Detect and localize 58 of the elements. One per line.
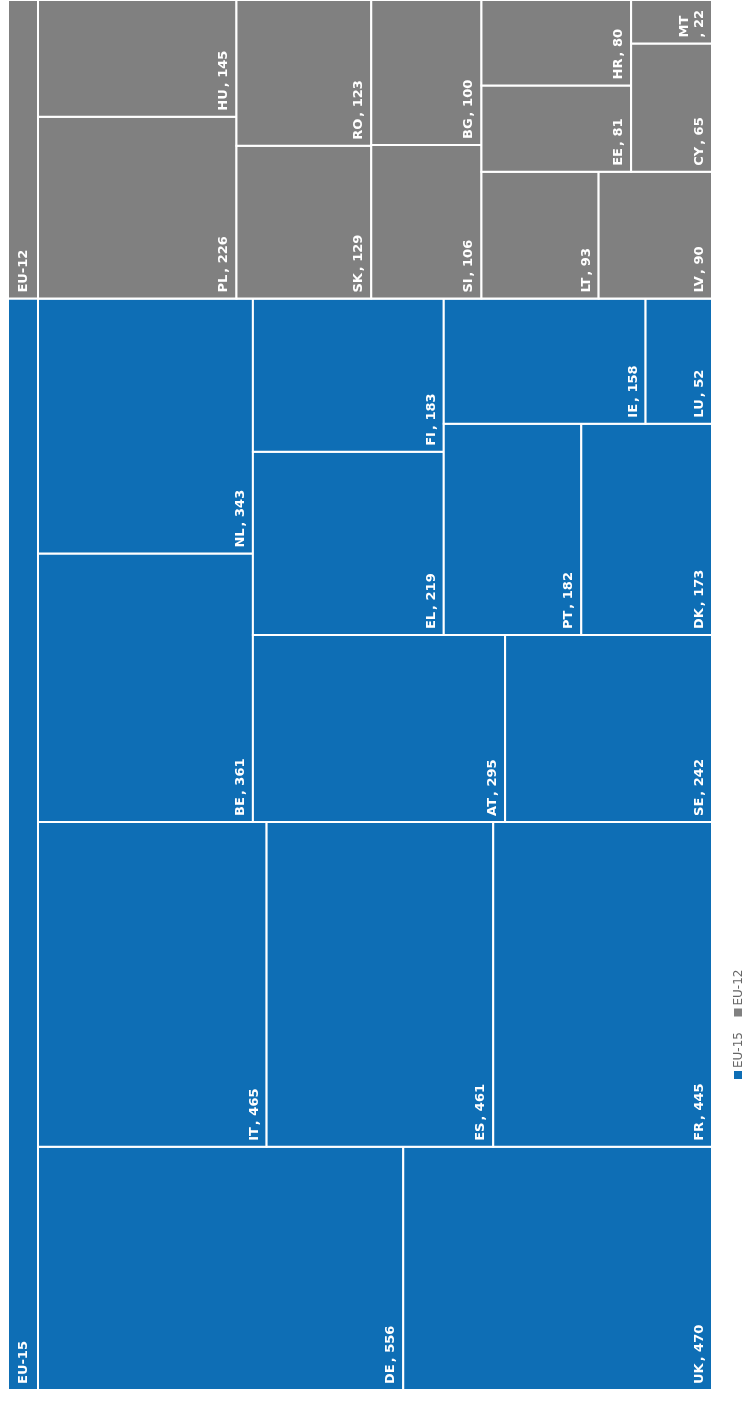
category-label: SI — [460, 278, 476, 293]
data-label: , 556 — [382, 1325, 398, 1363]
category-label: CY — [691, 146, 706, 166]
data-label: , 465 — [245, 1088, 261, 1126]
category-label: LT — [577, 277, 593, 293]
data-label: , 445 — [691, 1083, 706, 1120]
category-label: DE — [382, 1364, 398, 1384]
category-label: PL — [215, 274, 231, 293]
category-label: IE — [624, 403, 640, 418]
data-label: , 100 — [460, 79, 476, 117]
category-label: EL — [422, 611, 438, 630]
category-label: NL — [231, 528, 247, 548]
data-label: , 226 — [215, 236, 231, 273]
data-label: , 81 — [610, 118, 626, 147]
category-label: ES — [472, 1122, 488, 1141]
category-label: SK — [350, 272, 366, 293]
category-label: SE — [691, 797, 706, 816]
text: EU-12 — [15, 249, 30, 293]
data-label: , 173 — [691, 569, 706, 607]
text: EU-15 — [15, 1341, 30, 1384]
category-label: AT — [484, 797, 500, 816]
category-label: FR — [691, 1121, 706, 1141]
category-label: HU — [215, 89, 231, 111]
category-label: PT — [560, 610, 576, 630]
category-label: UK — [691, 1362, 706, 1384]
data-label: , 90 — [691, 246, 706, 275]
category-label: FI — [422, 432, 438, 446]
data-label: , 361 — [231, 758, 247, 796]
category-label: RO — [350, 118, 366, 140]
data-label: , 145 — [215, 50, 231, 88]
data-label: , 123 — [350, 80, 366, 117]
category-label: IT — [245, 1127, 261, 1141]
data-label: , 343 — [231, 489, 247, 527]
category-label: BG — [460, 118, 476, 139]
category-label: MT — [676, 15, 691, 38]
category-label: LU — [691, 399, 706, 418]
category-label: DK — [691, 607, 706, 630]
data-label: , 183 — [422, 393, 438, 431]
category-label: BE — [231, 797, 247, 816]
data-label: , 129 — [350, 234, 366, 272]
category-label: LV — [691, 276, 706, 293]
data-label: , 461 — [472, 1083, 488, 1121]
data-label: , 219 — [422, 573, 438, 610]
data-label: , 93 — [577, 248, 593, 276]
data-label: , 182 — [560, 572, 576, 609]
data-label: , 158 — [624, 365, 640, 402]
text: EU-12 — [731, 969, 745, 1006]
data-label: , 65 — [691, 117, 706, 145]
data-label: , 22 — [691, 9, 706, 38]
data-label: , 242 — [691, 759, 706, 796]
data-label: , 52 — [691, 369, 706, 398]
data-label: , 470 — [691, 1324, 706, 1362]
text: EU-15 — [731, 1032, 745, 1068]
category-label: EE — [610, 148, 626, 166]
data-label: , 106 — [460, 239, 476, 277]
data-label: , 80 — [610, 28, 626, 57]
data-label: , 295 — [484, 759, 500, 796]
category-label: HR — [610, 58, 626, 80]
